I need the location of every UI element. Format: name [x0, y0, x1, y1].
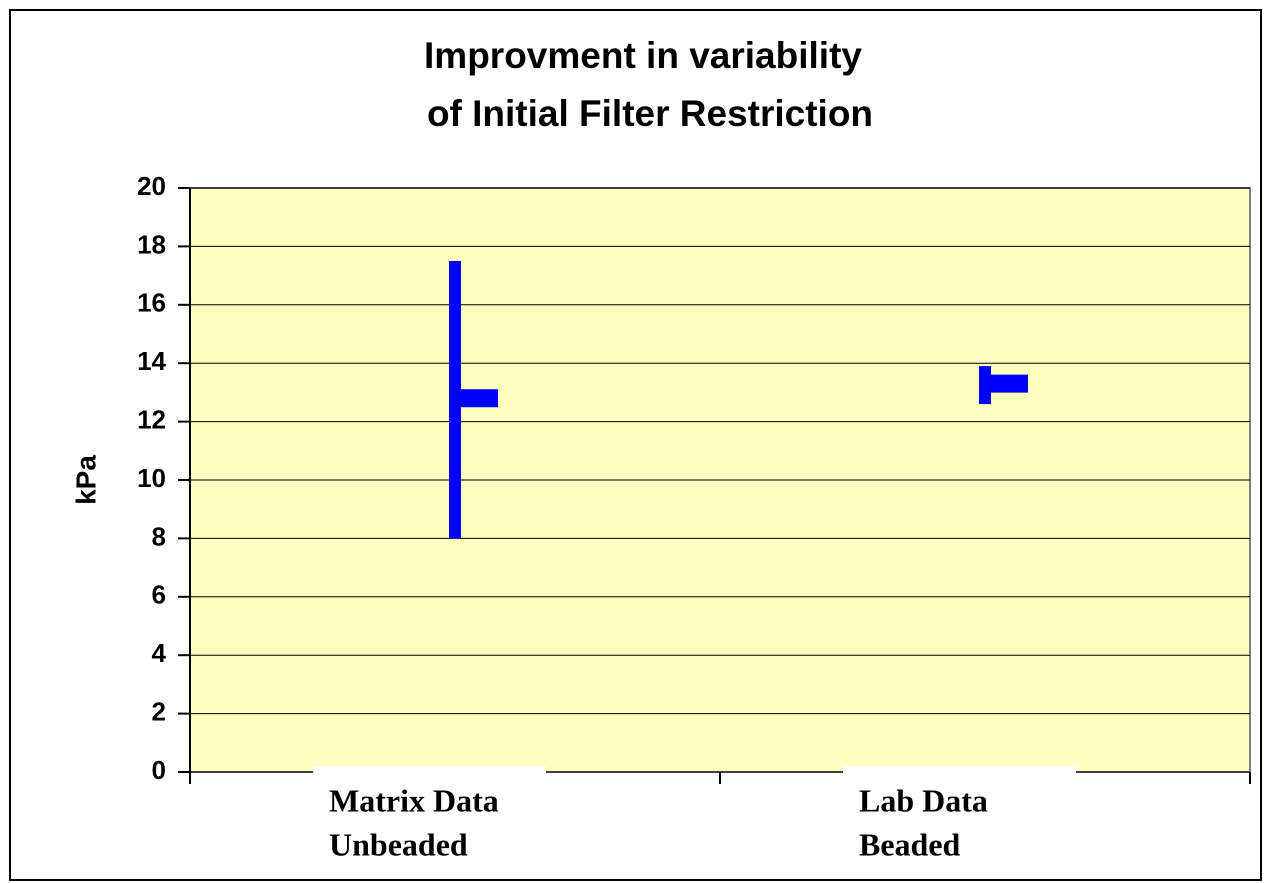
x-tick-label: Lab Data	[859, 782, 988, 818]
x-tick-label: Matrix Data	[329, 782, 499, 818]
close-tick	[985, 374, 1028, 393]
chart-title: Improvment in variability	[424, 35, 862, 76]
x-tick-label: Unbeaded	[329, 826, 468, 862]
y-tick-label: 2	[152, 696, 166, 726]
category-label-bg	[313, 766, 546, 876]
y-tick-label: 0	[152, 755, 166, 785]
y-tick-label: 10	[137, 463, 166, 493]
close-tick	[455, 389, 498, 408]
y-tick-label: 4	[152, 638, 167, 668]
y-tick-label: 12	[137, 404, 166, 434]
y-axis-label: kPa	[70, 455, 101, 505]
y-tick-label: 16	[137, 288, 166, 318]
y-tick-label: 14	[137, 346, 166, 376]
y-tick-label: 6	[152, 580, 166, 610]
y-tick-label: 8	[152, 521, 166, 551]
y-tick-label: 20	[137, 171, 166, 201]
y-tick-label: 18	[137, 229, 166, 259]
chart-title: of Initial Filter Restriction	[427, 93, 873, 134]
category-label-bg	[843, 766, 1076, 876]
x-tick-label: Beaded	[859, 826, 961, 862]
